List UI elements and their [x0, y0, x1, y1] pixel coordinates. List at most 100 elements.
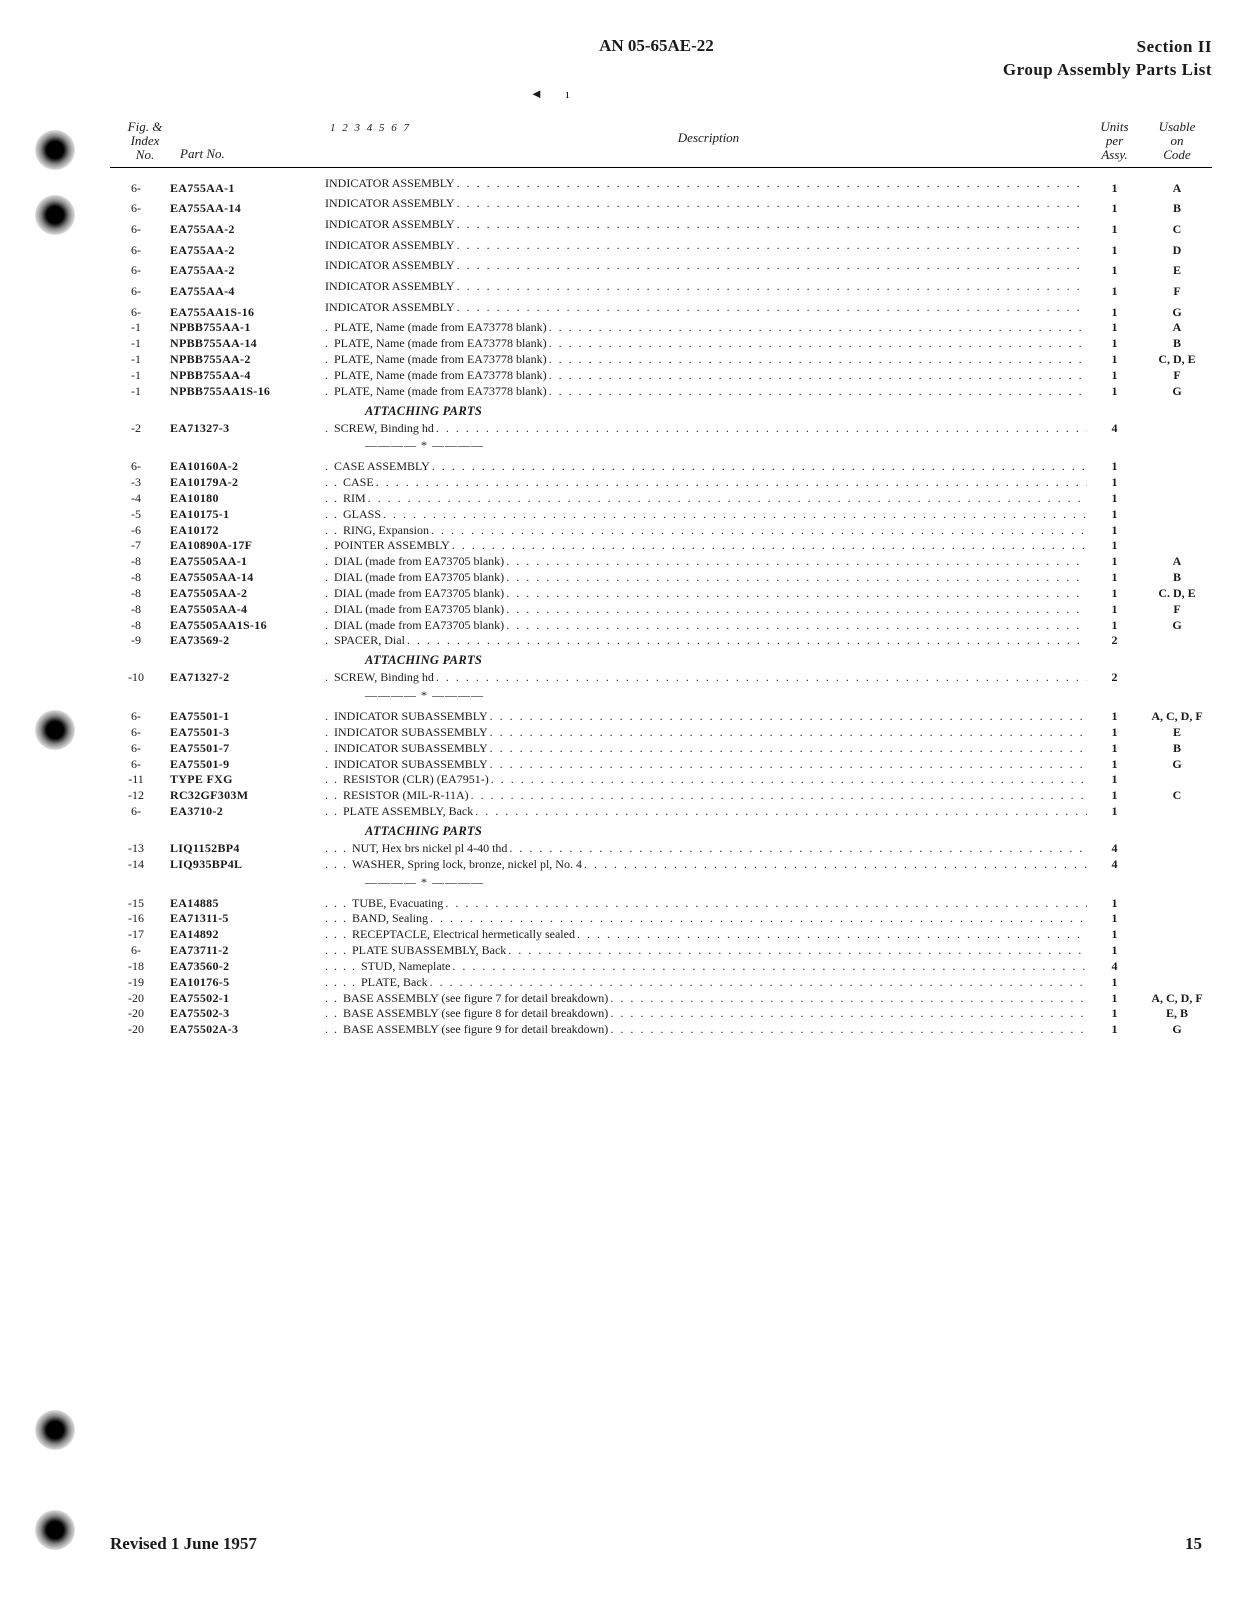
- cell-units: 1: [1087, 772, 1142, 788]
- cell-part-no: EA71327-2: [170, 670, 325, 686]
- cell-part-no: EA755AA-2: [170, 243, 325, 259]
- cell-fig: -19: [110, 975, 170, 991]
- cell-units: 1: [1087, 975, 1142, 991]
- cell-fig: -14: [110, 857, 170, 873]
- cell-fig: -17: [110, 927, 170, 943]
- cell-usable-code: C. D, E: [1142, 586, 1212, 602]
- cell-fig: -13: [110, 841, 170, 857]
- cell-fig: -18: [110, 959, 170, 975]
- cell-units: 1: [1087, 384, 1142, 400]
- cell-description: . SCREW, Binding hd . . . . . . . . . . …: [325, 670, 1087, 686]
- cell-fig: -16: [110, 911, 170, 927]
- cell-units: 1: [1087, 201, 1142, 217]
- cell-description: . PLATE, Name (made from EA73778 blank) …: [325, 320, 1087, 336]
- cell-description: . INDICATOR SUBASSEMBLY . . . . . . . . …: [325, 709, 1087, 725]
- table-row: -1NPBB755AA-4. PLATE, Name (made from EA…: [110, 368, 1212, 384]
- page-content: AN 05-65AE-22 Section II Group Assembly …: [110, 30, 1212, 1569]
- cell-fig: -12: [110, 788, 170, 804]
- cell-usable-code: C, D, E: [1142, 352, 1212, 368]
- cell-fig: -20: [110, 1006, 170, 1022]
- table-row: -8EA75505AA-2. DIAL (made from EA73705 b…: [110, 586, 1212, 602]
- cell-units: 1: [1087, 788, 1142, 804]
- cell-part-no: EA75501-1: [170, 709, 325, 725]
- table-row: -8EA75505AA1S-16. DIAL (made from EA7370…: [110, 618, 1212, 634]
- cell-units: 1: [1087, 586, 1142, 602]
- cell-fig: -6: [110, 523, 170, 539]
- separator-line: ———— * ————: [365, 438, 1212, 453]
- cell-fig: 6-: [110, 725, 170, 741]
- separator-line: ———— * ————: [365, 688, 1212, 703]
- table-row: -14LIQ935BP4L. . . WASHER, Spring lock, …: [110, 857, 1212, 873]
- cell-description: . DIAL (made from EA73705 blank) . . . .…: [325, 554, 1087, 570]
- cell-part-no: EA75505AA1S-16: [170, 618, 325, 634]
- table-row: -6EA10172. . RING, Expansion . . . . . .…: [110, 523, 1212, 539]
- page-footer: Revised 1 June 1957 15: [110, 1534, 1202, 1554]
- punch-hole: [35, 130, 75, 170]
- cell-fig: -15: [110, 896, 170, 912]
- cell-usable-code: B: [1142, 741, 1212, 757]
- cell-fig: 6-: [110, 222, 170, 238]
- cell-fig: -20: [110, 1022, 170, 1038]
- cell-part-no: LIQ935BP4L: [170, 857, 325, 873]
- cell-part-no: RC32GF303M: [170, 788, 325, 804]
- cell-description: . . GLASS . . . . . . . . . . . . . . . …: [325, 507, 1087, 523]
- cell-part-no: EA75505AA-14: [170, 570, 325, 586]
- cell-description: . DIAL (made from EA73705 blank) . . . .…: [325, 618, 1087, 634]
- cell-part-no: EA75501-3: [170, 725, 325, 741]
- cell-fig: -9: [110, 633, 170, 649]
- cell-description: . DIAL (made from EA73705 blank) . . . .…: [325, 570, 1087, 586]
- cell-part-no: EA71311-5: [170, 911, 325, 927]
- cell-usable-code: F: [1142, 368, 1212, 384]
- cell-units: 1: [1087, 181, 1142, 197]
- table-row: 6-EA755AA-2INDICATOR ASSEMBLY . . . . . …: [110, 238, 1212, 259]
- col-header-part: Part No.: [180, 120, 330, 163]
- cell-usable-code: A, C, D, F: [1142, 991, 1212, 1007]
- table-row: -20EA75502A-3. . BASE ASSEMBLY (see figu…: [110, 1022, 1212, 1038]
- cell-description: INDICATOR ASSEMBLY . . . . . . . . . . .…: [325, 279, 1087, 295]
- cell-description: . . . WASHER, Spring lock, bronze, nicke…: [325, 857, 1087, 873]
- table-row: 6-EA75501-7. INDICATOR SUBASSEMBLY . . .…: [110, 741, 1212, 757]
- cell-usable-code: A: [1142, 554, 1212, 570]
- cell-description: . . . TUBE, Evacuating . . . . . . . . .…: [325, 896, 1087, 912]
- table-row: -17EA14892. . . RECEPTACLE, Electrical h…: [110, 927, 1212, 943]
- cell-units: 1: [1087, 538, 1142, 554]
- punch-hole: [35, 1410, 75, 1450]
- cell-part-no: LIQ1152BP4: [170, 841, 325, 857]
- cell-part-no: EA75505AA-1: [170, 554, 325, 570]
- cell-units: 1: [1087, 475, 1142, 491]
- cell-part-no: EA755AA-1: [170, 181, 325, 197]
- cell-units: 1: [1087, 459, 1142, 475]
- cell-fig: 6-: [110, 181, 170, 197]
- header-rule: [110, 167, 1212, 168]
- cell-description: . PLATE, Name (made from EA73778 blank) …: [325, 336, 1087, 352]
- cell-description: INDICATOR ASSEMBLY . . . . . . . . . . .…: [325, 196, 1087, 212]
- parts-table: 6-EA755AA-1INDICATOR ASSEMBLY . . . . . …: [110, 176, 1212, 1038]
- cell-usable-code: C: [1142, 788, 1212, 804]
- cell-units: 1: [1087, 507, 1142, 523]
- table-row: -8EA75505AA-14. DIAL (made from EA73705 …: [110, 570, 1212, 586]
- cell-part-no: EA10890A-17F: [170, 538, 325, 554]
- cell-part-no: TYPE FXG: [170, 772, 325, 788]
- cell-part-no: NPBB755AA-2: [170, 352, 325, 368]
- table-row: 6-EA75501-1. INDICATOR SUBASSEMBLY . . .…: [110, 709, 1212, 725]
- table-row: -16EA71311-5. . . BAND, Sealing . . . . …: [110, 911, 1212, 927]
- table-row: -15EA14885. . . TUBE, Evacuating . . . .…: [110, 896, 1212, 912]
- cell-part-no: EA10172: [170, 523, 325, 539]
- table-row: 6-EA755AA1S-16INDICATOR ASSEMBLY . . . .…: [110, 300, 1212, 321]
- cell-part-no: EA755AA1S-16: [170, 305, 325, 321]
- cell-units: 1: [1087, 570, 1142, 586]
- cell-units: 1: [1087, 741, 1142, 757]
- cell-part-no: EA3710-2: [170, 804, 325, 820]
- cell-units: 1: [1087, 896, 1142, 912]
- table-row: 6-EA755AA-4INDICATOR ASSEMBLY . . . . . …: [110, 279, 1212, 300]
- cell-description: INDICATOR ASSEMBLY . . . . . . . . . . .…: [325, 238, 1087, 254]
- table-row: -2EA71327-3. SCREW, Binding hd . . . . .…: [110, 421, 1212, 437]
- cell-units: 1: [1087, 243, 1142, 259]
- cell-description: . PLATE, Name (made from EA73778 blank) …: [325, 352, 1087, 368]
- cell-description: . . RIM . . . . . . . . . . . . . . . . …: [325, 491, 1087, 507]
- cell-description: . . BASE ASSEMBLY (see figure 9 for deta…: [325, 1022, 1087, 1038]
- cell-fig: -4: [110, 491, 170, 507]
- col-header-desc: Description: [330, 120, 1087, 163]
- cell-part-no: EA755AA-2: [170, 222, 325, 238]
- table-row: 6-EA755AA-1INDICATOR ASSEMBLY . . . . . …: [110, 176, 1212, 197]
